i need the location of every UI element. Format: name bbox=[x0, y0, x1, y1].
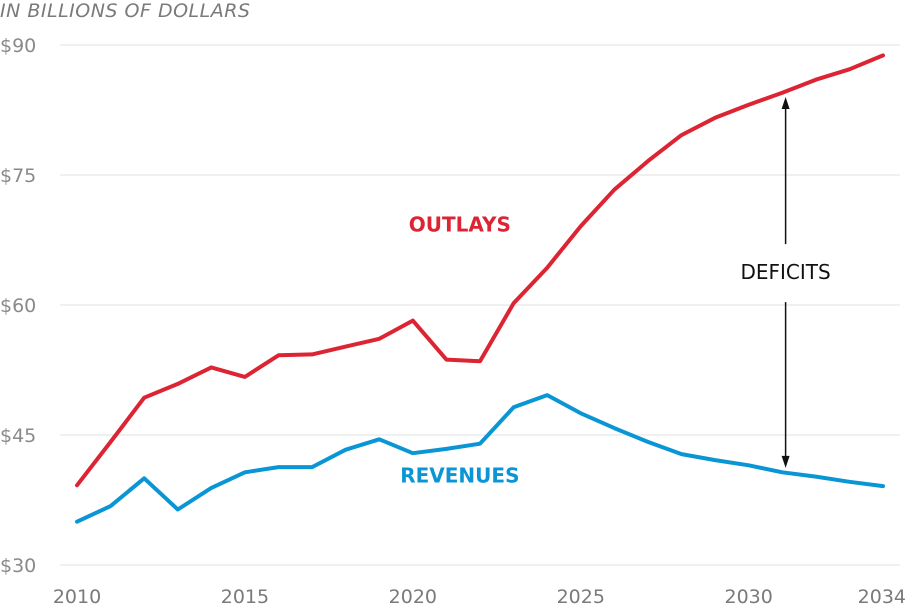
gridlines bbox=[60, 44, 900, 566]
y-tick-label: $45 bbox=[0, 425, 36, 447]
y-axis-ticks: $90 $75 $60 $45 $30 bbox=[0, 35, 36, 577]
deficits-label: DEFICITS bbox=[740, 260, 830, 284]
x-tick-label: 2020 bbox=[389, 586, 437, 608]
annotations: DEFICITS bbox=[740, 97, 831, 468]
series-label-revenues: REVENUES bbox=[400, 464, 519, 488]
arrowhead-down-icon bbox=[781, 455, 790, 468]
y-tick-label: $75 bbox=[0, 165, 36, 187]
series-labels: OUTLAYS REVENUES bbox=[400, 212, 519, 487]
x-tick-label: 2015 bbox=[221, 586, 269, 608]
chart-subtitle: IN BILLIONS OF DOLLARS bbox=[0, 0, 250, 22]
x-axis-ticks: 2010 2015 2020 2025 2030 2034 bbox=[53, 586, 906, 608]
series-line-revenues bbox=[75, 393, 885, 524]
x-tick-label: 2030 bbox=[724, 586, 772, 608]
x-tick-label: 2034 bbox=[858, 586, 906, 608]
x-tick-label: 2025 bbox=[557, 586, 605, 608]
series-lines bbox=[75, 53, 885, 524]
y-tick-label: $60 bbox=[0, 295, 36, 317]
y-tick-label: $30 bbox=[0, 555, 36, 577]
series-label-outlays: OUTLAYS bbox=[409, 212, 511, 236]
y-tick-label: $90 bbox=[0, 35, 36, 57]
x-tick-label: 2010 bbox=[53, 586, 101, 608]
arrowhead-up-icon bbox=[781, 97, 790, 109]
